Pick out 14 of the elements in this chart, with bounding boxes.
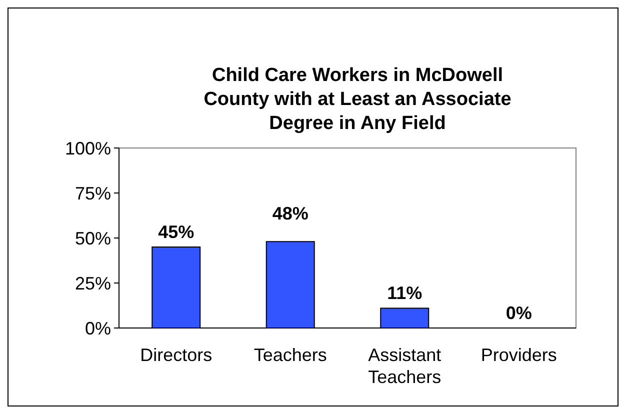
y-tick-label: 50% bbox=[74, 228, 111, 248]
x-tick-label: Teachers bbox=[254, 345, 327, 365]
y-tick-label: 75% bbox=[74, 183, 111, 204]
data-label: 0% bbox=[506, 303, 532, 323]
x-tick-label: Assistant Teachers bbox=[368, 345, 442, 387]
data-label: 48% bbox=[272, 204, 308, 224]
y-tick-label: 25% bbox=[74, 273, 111, 294]
chart-title: Child Care Workers in McDowell County with at Least an Associate Degree in Any Field bbox=[204, 65, 512, 134]
data-label: 45% bbox=[158, 222, 194, 242]
y-tick-label: 100% bbox=[64, 138, 111, 158]
y-tick-label: 0% bbox=[84, 318, 111, 338]
x-tick-label: Directors bbox=[140, 345, 212, 365]
x-tick-label: Providers bbox=[480, 345, 557, 365]
data-label: 11% bbox=[387, 283, 422, 304]
